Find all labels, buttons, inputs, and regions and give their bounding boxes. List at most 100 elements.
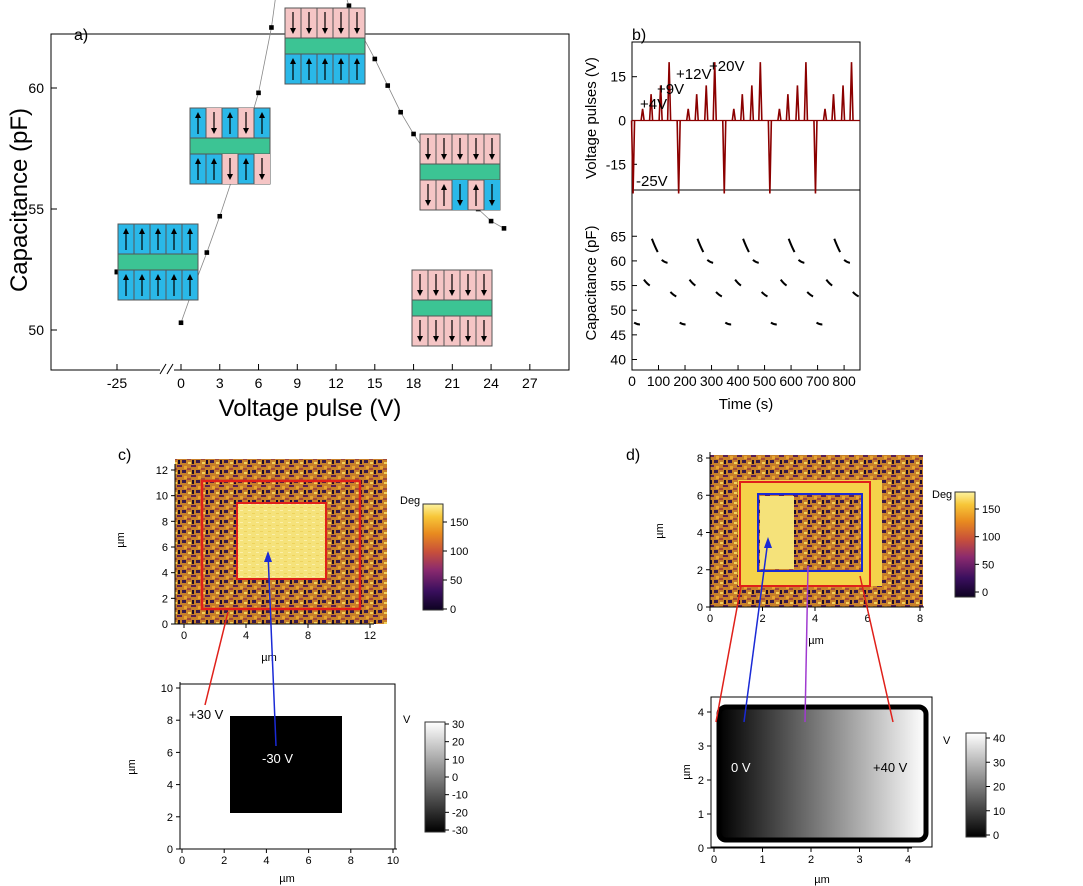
voltage-pulse — [712, 62, 718, 121]
panel-a-xtick-label: 3 — [216, 375, 224, 391]
panel-d-red-box — [739, 481, 871, 587]
panel-c-lower-colorbar-ticks: -30 -20 -10 0 10 20 30 — [445, 719, 468, 837]
capacitance-segment — [661, 259, 668, 264]
panel-c-lower-ylabel: µm — [126, 759, 138, 775]
panel-a-point — [501, 226, 507, 231]
panel-c-lower-colorbar-tick-label: -20 — [452, 807, 468, 819]
panel-a-xtick-label: 12 — [328, 375, 344, 391]
panel-d-colorbar-tick-label: 0 — [982, 587, 988, 599]
panel-c-xtick-label: 4 — [243, 630, 249, 642]
panel-d-colorbar-ticks: 0 50 100 150 — [975, 504, 1000, 599]
panel-b-xtick-label: 800 — [832, 373, 856, 389]
arrow-down-icon — [489, 200, 495, 206]
voltage-pulse — [840, 85, 846, 121]
panel-c-lower-ytick-label: 6 — [167, 747, 173, 759]
connector-red-d-left — [715, 585, 742, 723]
panel-b-ylabel-top: Voltage pulses (V) — [583, 57, 600, 179]
panel-b-ylabel-bottom: Capacitance (pF) — [583, 225, 600, 340]
panel-a-xtick-label: 24 — [483, 375, 499, 391]
panel-b-bottom-ytick-label: 40 — [610, 352, 626, 368]
panel-c-ytick-label: 10 — [156, 491, 168, 503]
panel-d-colorbar-tick-label: 100 — [982, 532, 1000, 544]
label-minus30v: -30 V — [262, 751, 293, 766]
voltage-pulse — [640, 108, 645, 121]
panel-d-ytick-label: 0 — [697, 602, 703, 614]
panel-d-colorbar-label: Deg — [932, 489, 952, 501]
panel-c-colorbar-tick-label: 0 — [450, 604, 456, 616]
panel-b-top-ytick-label: -15 — [606, 156, 626, 172]
panel-d-lower-colorbar-tick-label: 30 — [993, 757, 1005, 769]
arrow-up-icon — [171, 274, 177, 280]
capacitance-segment — [833, 238, 842, 253]
panel-d-axes: 0 2 4 6 8 0 2 4 6 8 — [697, 452, 924, 625]
arrow-up-icon — [139, 228, 145, 234]
panel-a-point — [346, 3, 352, 9]
panel-d-lower-colorbar-tick-label: 40 — [993, 733, 1005, 745]
panel-c-lower-colorbar-tick-label: 0 — [452, 772, 458, 784]
voltage-pulse — [822, 108, 828, 121]
panel-a-xtick-label: -25 — [107, 375, 127, 391]
panel-c-lower-xtick-label: 4 — [263, 855, 269, 867]
panel-d-lower-ytick-label: 2 — [698, 775, 704, 787]
arrow-down-icon — [417, 336, 423, 342]
arrow-down-icon — [481, 290, 487, 296]
panel-c-xtick-label: 0 — [181, 630, 187, 642]
capacitance-segment — [787, 238, 796, 253]
panel-c-ylabel: µm — [115, 532, 127, 548]
panel-a-xtick-label: 18 — [406, 375, 422, 391]
arrow-up-icon — [187, 274, 193, 280]
panel-d-lower-colorbar-tick-label: 10 — [993, 806, 1005, 818]
panel-a-xtick-label: 0 — [177, 375, 185, 391]
arrow-down-icon — [433, 336, 439, 342]
panel-b-xtick-label: 400 — [726, 373, 750, 389]
capacitance-segment — [760, 291, 768, 298]
annotation-plus4v: +4V — [640, 96, 667, 113]
panel-a-point — [385, 83, 391, 88]
panel-d-ytick-label: 8 — [697, 453, 703, 465]
arrow-up-icon — [322, 58, 328, 64]
panel-d-lower-ytick-label: 0 — [698, 843, 704, 855]
panel-c-lower-colorbar-tick-label: -10 — [452, 790, 468, 802]
capacitance-segment — [688, 279, 696, 287]
panel-d-ylabel: µm — [654, 523, 666, 539]
panel-a-point — [398, 109, 403, 115]
panel-a-point — [256, 90, 261, 96]
panel-d-lower-xtick-label: 2 — [808, 854, 814, 866]
arrow-up-icon — [123, 274, 129, 280]
panel-b-xtick-label: 500 — [753, 373, 777, 389]
voltage-pulse — [831, 94, 836, 121]
panel-c-lower-xlabel: µm — [279, 873, 295, 885]
arrow-up-icon — [290, 58, 296, 64]
panel-d-ytick-label: 4 — [697, 528, 703, 540]
panel-c-lower-colorbar-tick-label: 10 — [452, 754, 464, 766]
arrow-down-icon — [425, 154, 431, 160]
arrow-down-icon — [338, 28, 344, 34]
panel-c-lower-colorbar-tick-label: 20 — [452, 737, 464, 749]
voltage-pulse — [803, 62, 809, 121]
panel-d-xtick-label: 2 — [759, 613, 765, 625]
voltage-pulse — [658, 85, 663, 121]
capacitance-segment — [770, 321, 777, 326]
panel-d-xtick-label: 0 — [707, 613, 713, 625]
panel-d-lower-ytick-label: 1 — [698, 809, 704, 821]
capacitance-segment — [633, 321, 640, 326]
voltage-pulse — [785, 94, 791, 121]
panel-d-lower-colorbar-label: V — [943, 735, 951, 747]
annotation-plus9v: +9V — [657, 81, 684, 98]
arrow-up-icon — [187, 228, 193, 234]
panel-b-xtick-label: 200 — [673, 373, 697, 389]
voltage-pulse — [767, 120, 773, 194]
arrow-down-icon — [481, 336, 487, 342]
panel-b-xtick-label: 100 — [647, 373, 671, 389]
panel-b-axes: 15 0 -15 40 45 50 55 60 65 0 100 200 300 400 500 600 700… — [606, 69, 856, 389]
panel-c-ytick-label: 12 — [156, 465, 168, 477]
arrow-up-icon — [243, 158, 249, 164]
panel-d-lower-colorbar-tick-label: 20 — [993, 782, 1005, 794]
panel-a-axes: -2503691215182124275055606570 — [28, 80, 537, 391]
panel-c-inner-box — [236, 502, 327, 580]
panel-c-ytick-label: 4 — [162, 568, 168, 580]
panel-d-blue-box — [757, 493, 863, 572]
voltage-pulse — [721, 120, 727, 194]
capacitance-segment — [815, 321, 823, 326]
